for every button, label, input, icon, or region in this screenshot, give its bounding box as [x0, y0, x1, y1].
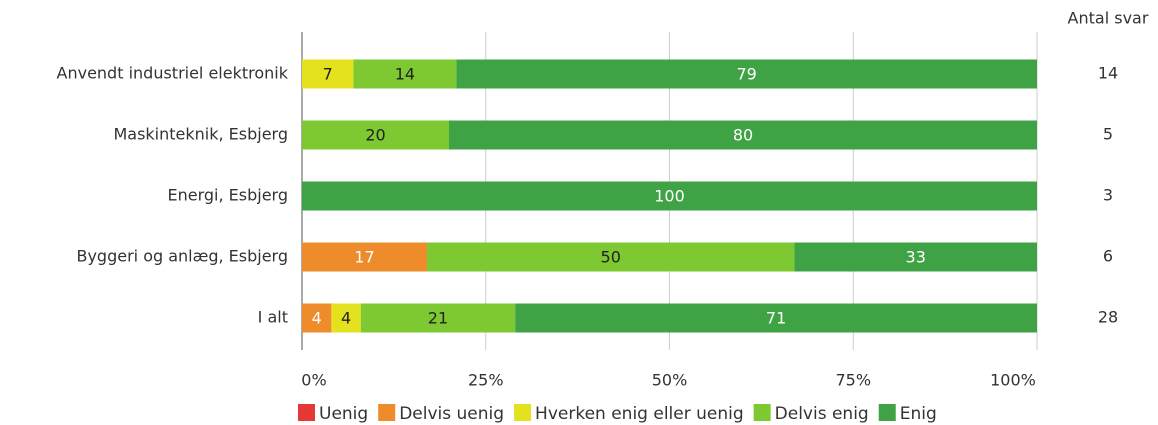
legend-label: Uenig [319, 404, 368, 424]
bar-segment [449, 120, 1037, 150]
category-label: I alt [258, 308, 288, 327]
x-tick-label: 0% [301, 371, 326, 390]
legend-label: Hverken enig eller uenig [535, 404, 744, 424]
bar-segment [515, 303, 1037, 333]
legend-swatch [878, 404, 896, 421]
category-label: Anvendt industriel elektronik [57, 64, 289, 83]
legend-label: Delvis enig [775, 404, 869, 424]
data-label: 7 [323, 65, 333, 84]
data-label: 50 [601, 248, 621, 267]
x-tick-label: 100% [990, 371, 1036, 390]
data-label: 80 [733, 126, 753, 145]
data-label: 79 [736, 65, 756, 84]
bar-segment [302, 303, 332, 333]
data-label: 4 [341, 309, 351, 328]
bar-segment [794, 242, 1037, 272]
category-label: Byggeri og anlæg, Esbjerg [76, 247, 288, 266]
x-tick-label: 75% [835, 371, 871, 390]
x-tick-label: 25% [468, 371, 504, 390]
legend-swatch [378, 404, 396, 421]
data-label: 20 [365, 126, 385, 145]
x-tick-label: 50% [652, 371, 688, 390]
count-header: Antal svar [1068, 9, 1149, 28]
bar-segment [331, 303, 361, 333]
data-label: 71 [766, 309, 786, 328]
bar-segment [360, 303, 516, 333]
data-label: 4 [312, 309, 322, 328]
bar-segment [302, 181, 1037, 211]
count-label: 5 [1103, 125, 1113, 144]
data-label: 100 [654, 187, 685, 206]
category-label: Maskinteknik, Esbjerg [113, 125, 288, 144]
data-label: 14 [395, 65, 415, 84]
data-label: 33 [906, 248, 926, 267]
count-label: 3 [1103, 186, 1113, 205]
data-label: 21 [428, 309, 448, 328]
bar-segment [426, 242, 795, 272]
data-label: 17 [354, 248, 374, 267]
legend-label: Enig [900, 404, 937, 424]
legend-label: Delvis uenig [399, 404, 504, 424]
bar-segment [302, 59, 354, 89]
legend-swatch [514, 404, 532, 421]
legend-swatch [298, 404, 315, 421]
count-label: 14 [1098, 64, 1118, 83]
legend-swatch [753, 404, 771, 421]
bar-segment [302, 120, 449, 150]
count-label: 6 [1103, 247, 1113, 266]
bar-segment [302, 242, 427, 272]
bar-segment [456, 59, 1038, 89]
bar-segment [353, 59, 457, 89]
count-label: 28 [1098, 308, 1118, 327]
category-label: Energi, Esbjerg [167, 186, 288, 205]
